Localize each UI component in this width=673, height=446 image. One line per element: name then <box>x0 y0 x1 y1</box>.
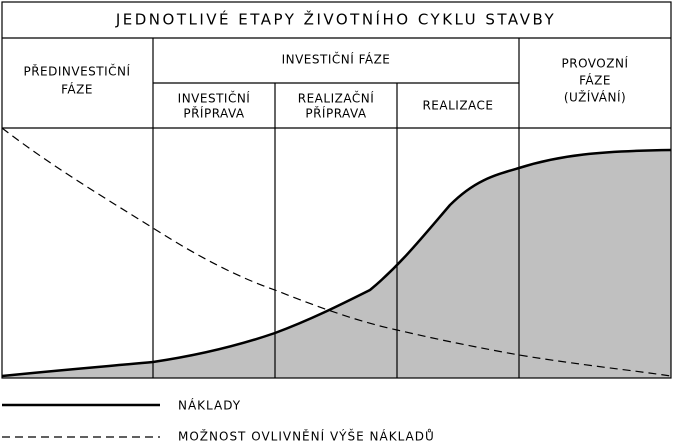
cost-curve <box>1 148 672 378</box>
subphase-label: REALIZAČNÍ <box>298 91 374 106</box>
subphase-label: INVESTIČNÍ <box>178 91 251 106</box>
subphase-label: PŘÍPRAVA <box>183 106 245 121</box>
phase-label: (UŽÍVÁNÍ) <box>564 90 626 105</box>
influence-curve <box>1 127 672 377</box>
legend-label: MOŽNOST OVLIVNĚNÍ VÝŠE NÁKLADŮ <box>178 429 435 444</box>
phase-label: INVESTIČNÍ FÁZE <box>282 52 391 67</box>
subphase-label: PŘÍPRAVA <box>305 106 367 121</box>
title: JEDNOTLIVÉ ETAPY ŽIVOTNÍHO CYKLU STAVBY <box>115 10 556 29</box>
legend-label: NÁKLADY <box>178 398 241 413</box>
phase-label: FÁZE <box>61 82 93 97</box>
phase-label: PŘEDINVESTIČNÍ <box>23 64 130 79</box>
frame <box>1 1 672 379</box>
phase-label: PROVOZNÍ <box>562 56 629 71</box>
subphase-label: REALIZACE <box>422 99 493 113</box>
grid <box>2 37 671 378</box>
phase-label: FÁZE <box>579 73 611 88</box>
cost-area <box>2 150 671 378</box>
